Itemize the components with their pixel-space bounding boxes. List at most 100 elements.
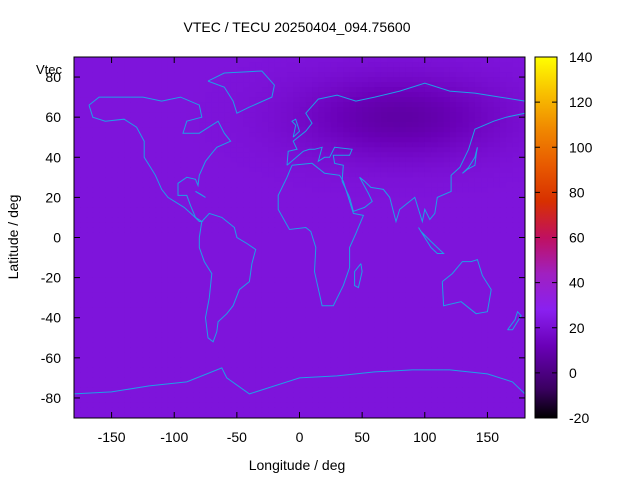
heatmap-cell: [343, 382, 351, 389]
heatmap-cell: [387, 147, 395, 153]
heatmap-cell: [431, 112, 438, 118]
heatmap-cell: [86, 177, 94, 183]
heatmap-cell: [387, 132, 395, 138]
heatmap-cell: [161, 182, 169, 188]
heatmap-cell: [274, 322, 282, 329]
heatmap-cell: [362, 262, 369, 269]
heatmap-cell: [211, 227, 219, 234]
heatmap-cell: [255, 172, 263, 178]
heatmap-cell: [449, 257, 457, 264]
heatmap-cell: [224, 137, 232, 143]
heatmap-cell: [418, 192, 426, 198]
heatmap-cell: [99, 77, 106, 83]
heatmap-cell: [130, 207, 138, 214]
heatmap-cell: [74, 357, 81, 364]
heatmap-cell: [374, 87, 382, 93]
heatmap-cell: [149, 92, 157, 98]
heatmap-cell: [399, 357, 407, 364]
heatmap-cell: [274, 277, 282, 284]
heatmap-cell: [380, 257, 388, 264]
heatmap-cell: [99, 382, 106, 389]
heatmap-cell: [443, 387, 451, 394]
heatmap-cell: [243, 252, 250, 259]
heatmap-cell: [92, 62, 100, 68]
heatmap-cell: [299, 372, 307, 379]
heatmap-cell: [130, 277, 138, 284]
heatmap-cell: [474, 167, 482, 173]
heatmap-cell: [418, 177, 426, 183]
heatmap-cell: [399, 192, 407, 198]
heatmap-cell: [74, 232, 81, 239]
heatmap-cell: [456, 377, 463, 384]
heatmap-cell: [374, 287, 382, 294]
heatmap-cell: [261, 332, 269, 339]
heatmap-cell: [468, 187, 476, 193]
heatmap-cell: [418, 102, 426, 108]
heatmap-cell: [299, 277, 307, 284]
heatmap-cell: [481, 337, 489, 344]
heatmap-cell: [468, 67, 476, 73]
heatmap-cell: [487, 397, 495, 404]
heatmap-cell: [462, 217, 470, 224]
heatmap-cell: [293, 72, 301, 78]
heatmap-cell: [199, 257, 207, 264]
heatmap-cell: [117, 102, 125, 108]
heatmap-cell: [380, 152, 388, 158]
heatmap-cell: [387, 247, 395, 254]
heatmap-cell: [243, 102, 250, 108]
heatmap-cell: [518, 277, 525, 284]
heatmap-cell: [374, 127, 382, 133]
heatmap-cell: [318, 332, 326, 339]
heatmap-cell: [155, 227, 163, 234]
heatmap-cell: [80, 112, 88, 118]
heatmap-cell: [324, 197, 332, 203]
heatmap-cell: [255, 297, 263, 304]
heatmap-cell: [174, 372, 182, 379]
heatmap-cell: [124, 267, 131, 274]
heatmap-cell: [330, 162, 338, 168]
heatmap-cell: [412, 352, 420, 359]
heatmap-cell: [161, 217, 169, 224]
heatmap-cell: [349, 387, 357, 394]
heatmap-cell: [124, 167, 131, 173]
heatmap-cell: [355, 162, 363, 168]
heatmap-cell: [274, 72, 282, 78]
heatmap-cell: [180, 362, 188, 369]
heatmap-cell: [493, 97, 501, 103]
heatmap-cell: [249, 282, 257, 289]
heatmap-cell: [318, 62, 326, 68]
heatmap-cell: [481, 372, 489, 379]
heatmap-cell: [286, 352, 294, 359]
heatmap-cell: [506, 337, 514, 344]
heatmap-cell: [117, 207, 125, 214]
heatmap-cell: [424, 277, 432, 284]
heatmap-cell: [499, 322, 507, 329]
heatmap-cell: [518, 247, 525, 254]
heatmap-cell: [443, 77, 451, 83]
heatmap-cell: [487, 327, 495, 334]
heatmap-cell: [418, 172, 426, 178]
heatmap-cell: [418, 322, 426, 329]
heatmap-cell: [405, 297, 413, 304]
heatmap-cell: [280, 82, 288, 88]
heatmap-cell: [405, 397, 413, 404]
heatmap-cell: [405, 72, 413, 78]
heatmap-cell: [167, 147, 175, 153]
heatmap-cell: [437, 282, 445, 289]
heatmap-cell: [343, 322, 351, 329]
heatmap-cell: [312, 87, 319, 93]
heatmap-cell: [318, 232, 326, 239]
heatmap-cell: [456, 287, 463, 294]
heatmap-cell: [161, 177, 169, 183]
heatmap-cell: [318, 292, 326, 299]
heatmap-cell: [481, 72, 489, 78]
heatmap-cell: [155, 382, 163, 389]
heatmap-cell: [518, 272, 525, 279]
heatmap-cell: [499, 387, 507, 394]
heatmap-cell: [243, 287, 250, 294]
heatmap-cell: [418, 257, 426, 264]
heatmap-cell: [261, 137, 269, 143]
heatmap-cell: [337, 267, 344, 274]
heatmap-cell: [142, 357, 150, 364]
heatmap-cell: [474, 137, 482, 143]
